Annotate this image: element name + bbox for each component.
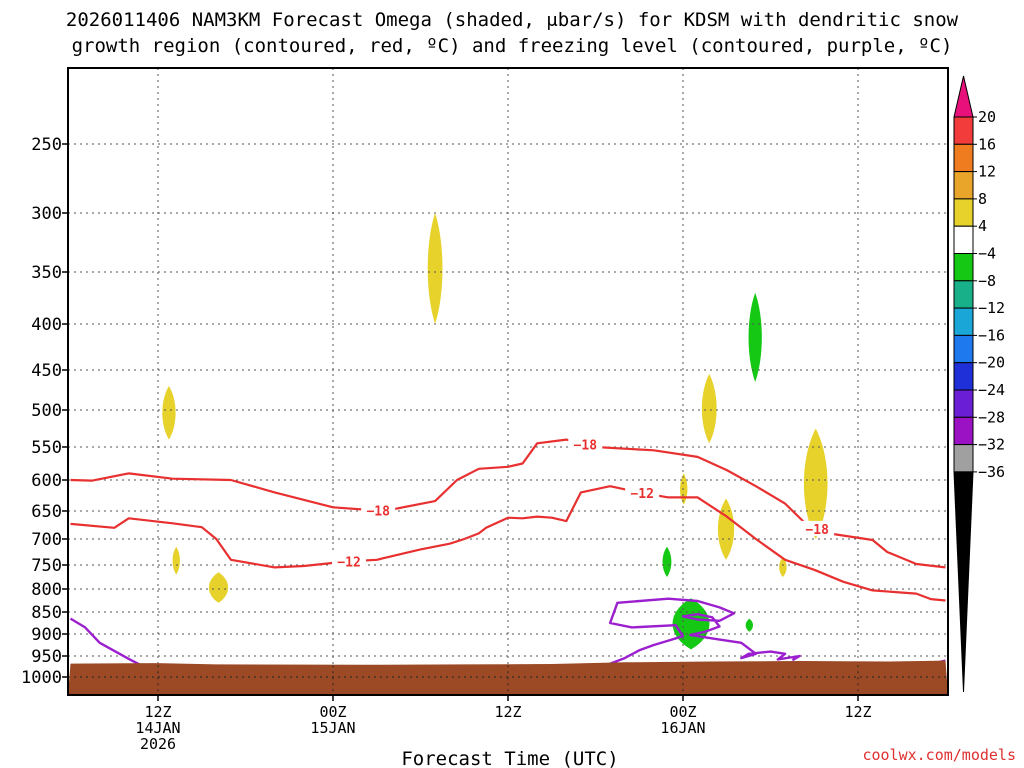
contour-label-bg — [800, 520, 835, 536]
y-tick-label-850: 850 — [31, 603, 62, 623]
y-tick-label-600: 600 — [31, 471, 62, 491]
contour-label: −12 — [337, 555, 360, 570]
x-tick-label: 12Z — [844, 703, 871, 721]
colorbar-box-11 — [953, 389, 974, 418]
colorbar-label: −32 — [978, 436, 1005, 454]
colorbar-label: −16 — [978, 326, 1005, 344]
chart-title-line-2: growth region (contoured, red, ºC) and f… — [72, 35, 953, 57]
colorbar-label: −28 — [978, 408, 1005, 426]
colorbar: 20 16 12 8 4 −4 −8 −12 −16 −20 −24 −28 −32 −36 — [953, 75, 1005, 693]
chart-title-line-1: 2026011406 NAM3KM Forecast Omega (shaded… — [66, 9, 959, 31]
contour-label: −12 — [630, 487, 653, 502]
omega-shading — [162, 213, 828, 650]
x-axis-label: Forecast Time (UTC) — [401, 748, 618, 768]
colorbar-label: 16 — [978, 135, 996, 153]
colorbar-bottom-triangle — [953, 471, 974, 693]
x-tick-label: 00Z — [319, 703, 346, 721]
freezing-level-line-1 — [69, 617, 144, 668]
y-tick-label-900: 900 — [31, 625, 62, 645]
contour-line-2 — [70, 485, 946, 602]
omega-area-7 — [717, 498, 735, 560]
colorbar-label: −8 — [978, 272, 996, 290]
colorbar-label: −12 — [978, 299, 1005, 317]
x-tick-label: 12Z — [144, 703, 171, 721]
omega-area-8 — [779, 557, 787, 577]
omega-area-11 — [662, 546, 672, 577]
colorbar-box-8 — [953, 307, 974, 336]
colorbar-label: −24 — [978, 381, 1005, 399]
y-tick-label-1000: 1000 — [21, 668, 62, 688]
colorbar-label: 20 — [978, 108, 996, 126]
y-tick-label-700: 700 — [31, 530, 62, 550]
x-tick-label: 12Z — [494, 703, 521, 721]
omega-area-2 — [162, 386, 176, 440]
omega-area-3 — [172, 546, 180, 575]
y-tick-label-400: 400 — [31, 315, 62, 335]
colorbar-box-4 — [953, 198, 974, 227]
colorbar-label: 8 — [978, 190, 987, 208]
y-tick-label-650: 650 — [31, 502, 62, 522]
colorbar-label: 12 — [978, 163, 996, 181]
grid-lines — [68, 68, 948, 695]
freezing-level-line-2 — [602, 597, 801, 668]
contour-label: −18 — [366, 505, 390, 520]
colorbar-label: −36 — [978, 463, 1005, 481]
contour-label-bg — [361, 502, 396, 518]
colorbar-box-13 — [953, 444, 974, 473]
colorbar-box-6 — [953, 253, 974, 282]
y-tick-label-250: 250 — [31, 135, 62, 155]
omega-area-5 — [701, 374, 717, 444]
x-tick-label: 14JAN — [135, 719, 180, 737]
x-tick-label: 00Z — [669, 703, 696, 721]
omega-area-10 — [748, 292, 762, 382]
omega-area-9 — [803, 428, 828, 539]
contour-label-bg — [332, 553, 367, 569]
colorbar-label: −4 — [978, 245, 996, 263]
omega-area-4 — [208, 572, 229, 603]
colorbar-box-3 — [953, 171, 974, 200]
y-tick-label-350: 350 — [31, 263, 62, 283]
colorbar-box-12 — [953, 416, 974, 446]
colorbar-box-9 — [953, 334, 974, 364]
y-tick-label-750: 750 — [31, 556, 62, 576]
omega-area-13 — [745, 618, 754, 632]
contour-label-bg — [568, 436, 603, 452]
colorbar-box-1 — [953, 116, 974, 145]
colorbar-box-5 — [953, 225, 974, 254]
credit-text: coolwx.com/models — [862, 746, 1016, 764]
omega-area-1 — [427, 213, 443, 324]
y-tick-label-550: 550 — [31, 438, 62, 458]
colorbar-top-triangle — [953, 75, 974, 118]
y-tick-label-450: 450 — [31, 361, 62, 381]
y-tick-label-950: 950 — [31, 647, 62, 667]
contour-label: −18 — [805, 523, 829, 538]
colorbar-label: 4 — [978, 217, 987, 235]
contour-label: −18 — [574, 438, 598, 453]
temperature-contours: −18 −18 −18 −12 −12 — [70, 436, 946, 602]
contour-label-bg — [625, 484, 660, 500]
colorbar-box-2 — [953, 143, 974, 173]
x-tick-label: 15JAN — [310, 719, 355, 737]
omega-area-6 — [680, 473, 688, 505]
colorbar-box-10 — [953, 362, 974, 391]
terrain — [68, 660, 948, 695]
y-axis: 2503003504004505005506006507007508008509… — [21, 135, 68, 688]
x-tick-label: 16JAN — [660, 719, 705, 737]
y-tick-label-800: 800 — [31, 580, 62, 600]
colorbar-label: −20 — [978, 354, 1005, 372]
x-tick-label: 2026 — [140, 735, 176, 753]
colorbar-box-7 — [953, 280, 974, 309]
omega-area-12 — [672, 598, 710, 650]
y-tick-label-300: 300 — [31, 204, 62, 224]
y-tick-label-500: 500 — [31, 401, 62, 421]
